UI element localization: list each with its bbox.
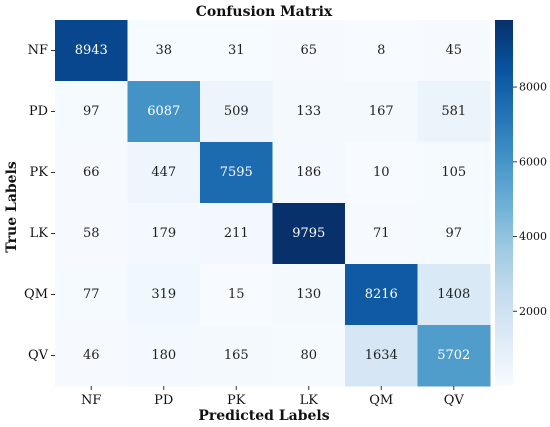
heatmap-cell — [200, 142, 273, 204]
heatmap-cell — [272, 264, 346, 326]
cell-value-label: 31 — [228, 43, 245, 58]
heatmap-cell — [55, 264, 128, 326]
colorbar-tick-label: 8000 — [519, 81, 547, 94]
heatmap-cell — [345, 142, 418, 204]
cell-value-label: 5702 — [437, 348, 470, 363]
colorbar-tick-label: 6000 — [519, 155, 547, 168]
cell-value-label: 9795 — [292, 226, 325, 241]
y-tick-label: QV — [28, 348, 49, 363]
cell-value-label: 581 — [441, 104, 466, 119]
cell-value-label: 8943 — [75, 43, 108, 58]
cell-value-label: 211 — [224, 226, 249, 241]
heatmap-cell — [127, 81, 201, 143]
cell-value-label: 97 — [83, 104, 100, 119]
x-axis-ticks: NF PD PK LK QM QV — [81, 386, 464, 408]
heatmap-cell — [55, 325, 128, 387]
cell-value-label: 167 — [369, 104, 394, 119]
cell-value-label: 97 — [445, 226, 462, 241]
heatmap-cell — [55, 81, 128, 143]
cell-value-label: 180 — [151, 348, 176, 363]
y-tick-label: NF — [28, 43, 48, 58]
heatmap-cell — [345, 264, 418, 326]
colorbar-tick-label: 4000 — [519, 230, 547, 243]
cell-value-label: 165 — [224, 348, 249, 363]
heatmap-cell — [345, 81, 418, 143]
cell-value-label: 7595 — [220, 165, 253, 180]
x-tick-label: PK — [227, 393, 246, 408]
cell-value-label: 130 — [296, 287, 321, 302]
heatmap-cell — [272, 325, 346, 387]
cell-value-label: 38 — [155, 43, 172, 58]
heatmap-cell — [345, 203, 418, 265]
heatmap-cell — [417, 142, 491, 204]
heatmap-cell — [417, 81, 491, 143]
cell-value-label: 1408 — [437, 287, 470, 302]
heatmap-cell — [272, 203, 346, 265]
y-tick-label: PK — [30, 165, 49, 180]
x-tick-label: PD — [154, 393, 173, 408]
colorbar-tick-label: 2000 — [519, 305, 547, 318]
heatmap-cell — [417, 20, 491, 82]
x-tick-label: NF — [81, 393, 101, 408]
y-axis-ticks: NF PD PK LK QM QV — [24, 43, 55, 363]
heatmap-cell — [55, 203, 128, 265]
cell-value-label: 447 — [151, 165, 176, 180]
y-tick-label: PD — [29, 104, 48, 119]
heatmap-cell — [417, 264, 491, 326]
heatmap-cell — [200, 20, 273, 82]
x-tick-label: QM — [369, 393, 393, 408]
heatmap-cell — [200, 81, 273, 143]
cell-value-label: 8 — [377, 43, 385, 58]
cell-value-label: 65 — [300, 43, 317, 58]
y-tick-label: QM — [24, 287, 48, 302]
cell-value-label: 1634 — [365, 348, 398, 363]
colorbar — [495, 20, 513, 386]
heatmap-cell — [127, 203, 201, 265]
heatmap-cell — [200, 264, 273, 326]
heatmap-cell — [127, 142, 201, 204]
cell-value-label: 133 — [296, 104, 321, 119]
x-tick-label: LK — [300, 393, 319, 408]
x-axis-label: Predicted Labels — [198, 408, 329, 424]
cell-value-label: 8216 — [365, 287, 398, 302]
heatmap-cell — [272, 81, 346, 143]
y-tick-label: LK — [30, 226, 49, 241]
heatmap-cell — [127, 325, 201, 387]
heatmap-cell — [417, 203, 491, 265]
heatmap-cell — [55, 142, 128, 204]
heatmap-cell — [272, 20, 346, 82]
cell-value-label: 80 — [300, 348, 317, 363]
chart-title: Confusion Matrix — [196, 4, 333, 20]
cell-value-label: 186 — [296, 165, 321, 180]
heatmap-cell — [272, 142, 346, 204]
heatmap-grid: 8943 38 31 65 8 45 97 6087 509 133 167 581 66 447 7595… — [55, 20, 491, 387]
cell-value-label: 6087 — [147, 104, 180, 119]
heatmap-cell — [345, 325, 418, 387]
heatmap-cell — [55, 20, 128, 82]
cell-value-label: 105 — [441, 165, 466, 180]
colorbar-ticks: 2000 4000 6000 8000 — [513, 81, 547, 318]
cell-value-label: 10 — [373, 165, 390, 180]
cell-value-label: 319 — [151, 287, 176, 302]
cell-value-label: 66 — [83, 165, 100, 180]
heatmap-cell — [417, 325, 491, 387]
cell-value-label: 179 — [151, 226, 176, 241]
cell-value-label: 77 — [83, 287, 100, 302]
heatmap-cell — [127, 264, 201, 326]
heatmap-cell — [127, 20, 201, 82]
cell-value-label: 15 — [228, 287, 245, 302]
cell-value-label: 46 — [83, 348, 100, 363]
cell-value-label: 71 — [373, 226, 390, 241]
x-tick-label: QV — [444, 393, 465, 408]
cell-value-label: 58 — [83, 226, 100, 241]
heatmap-cell — [200, 203, 273, 265]
cell-value-label: 509 — [224, 104, 249, 119]
y-axis-label: True Labels — [4, 161, 20, 253]
heatmap-cell — [345, 20, 418, 82]
cell-value-label: 45 — [445, 43, 462, 58]
heatmap-cell — [200, 325, 273, 387]
